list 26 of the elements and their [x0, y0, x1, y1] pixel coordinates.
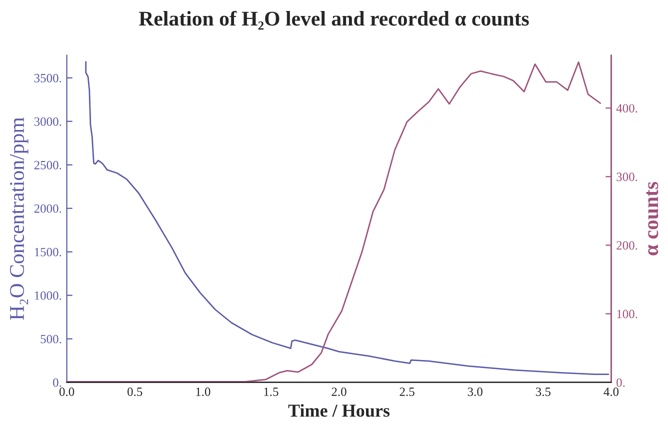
y-tick-label: 3000. — [34, 117, 62, 126]
y-tick-label: 2500. — [34, 160, 62, 170]
y-tick-label: 1500. — [34, 248, 62, 256]
x-tick-label: 0.5 — [128, 388, 142, 396]
y2-tick-label: 0. — [616, 378, 625, 387]
y2-axis-title: α counts — [646, 182, 658, 256]
y-tick-label: 0. — [53, 378, 62, 387]
x-tick-label: 3.5 — [536, 388, 550, 396]
y-tick-label: 2000. — [34, 204, 62, 213]
y2-tick-label: 300. — [616, 172, 638, 182]
y-axis-title: H₂O Concentration/ppm — [10, 117, 28, 320]
x-axis-title: Time / Hours — [288, 404, 390, 417]
x-tick-label: 4.0 — [604, 388, 619, 396]
x-tick-label: 3.0 — [468, 388, 482, 396]
y-tick-label: 1000. — [34, 291, 62, 300]
y2-tick-label: 400. — [616, 104, 638, 113]
chart-title: Relation of H₂O level and recorded α counts — [138, 10, 529, 30]
x-tick-label: 1.0 — [196, 388, 210, 396]
y2-tick-label: 100. — [617, 310, 638, 318]
x-tick-label: 0.0 — [59, 388, 74, 396]
y2-tick-label: 200. — [616, 241, 638, 250]
y-tick-label: 3500. — [34, 74, 62, 82]
x-tick-label: 2.0 — [332, 388, 346, 396]
y-tick-label: 500. — [40, 334, 62, 344]
x-tick-label: 2.5 — [400, 388, 414, 396]
x-tick-label: 1.5 — [264, 388, 278, 396]
